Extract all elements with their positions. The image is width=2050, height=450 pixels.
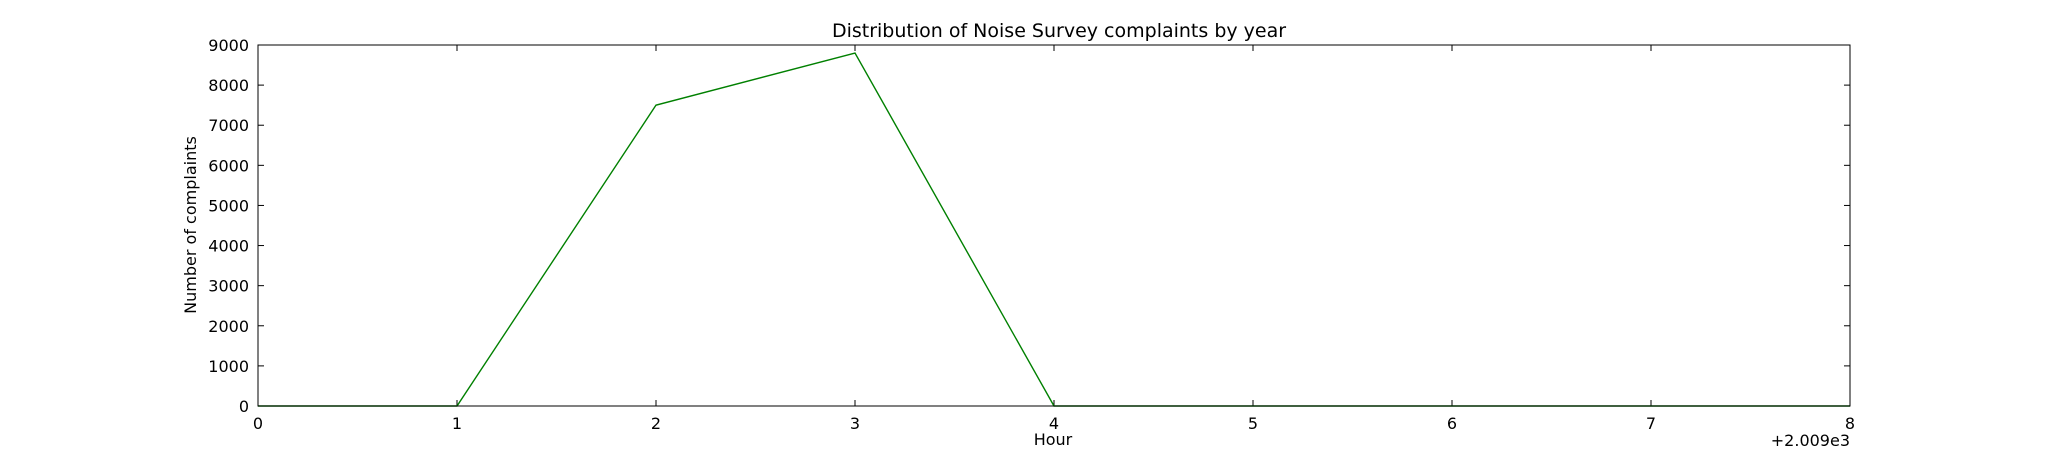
y-tick-label: 2000 — [208, 317, 249, 336]
x-axis-label: Hour — [1034, 430, 1073, 449]
y-tick-label: 4000 — [208, 237, 249, 256]
series-line — [258, 52, 1850, 407]
x-tick-label: 2 — [651, 414, 661, 433]
chart-title: Distribution of Noise Survey complaints … — [832, 20, 1286, 42]
x-tick-label: 5 — [1248, 414, 1258, 433]
y-tick-labels: 0 1000 2000 3000 4000 5000 6000 7000 8000 9000 — [208, 36, 249, 416]
y-tick-label: 5000 — [208, 196, 249, 215]
x-tick-label: 4 — [1049, 414, 1059, 433]
y-axis-label: Number of complaints — [181, 136, 200, 314]
x-tick-label: 1 — [452, 414, 462, 433]
y-tick-label: 3000 — [208, 277, 249, 296]
y-tick-label: 7000 — [208, 116, 249, 135]
y-tick-label: 9000 — [208, 36, 249, 55]
x-tick-label: 0 — [253, 414, 263, 433]
x-tick-labels: 0 1 2 3 4 5 6 7 8 — [253, 414, 1855, 433]
y-tick-label: 8000 — [208, 76, 249, 95]
x-tick-label: 8 — [1845, 414, 1855, 433]
y-tick-label: 1000 — [208, 357, 249, 376]
x-tick-label: 6 — [1447, 414, 1457, 433]
series-layer — [258, 52, 1850, 407]
axis-ticks — [257, 44, 1851, 407]
x-tick-label: 3 — [850, 414, 860, 433]
plot-frame — [257, 44, 1851, 407]
x-tick-label: 7 — [1646, 414, 1656, 433]
y-tick-label: 6000 — [208, 156, 249, 175]
x-offset-label: +2.009e3 — [1771, 431, 1850, 450]
y-tick-label: 0 — [239, 397, 249, 416]
